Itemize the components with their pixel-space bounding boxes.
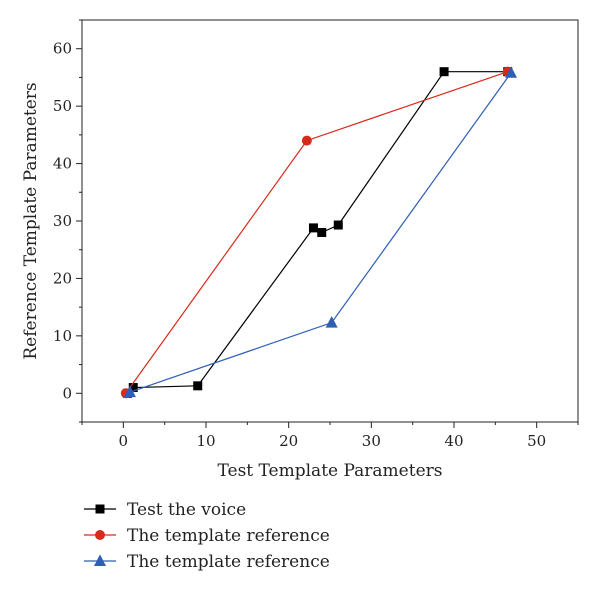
series-1-point <box>193 381 203 391</box>
legend-item-3: The template reference <box>84 552 330 572</box>
series-3-point <box>505 66 518 78</box>
series-1-point <box>317 227 327 237</box>
legend-swatch-marker <box>94 554 106 566</box>
series-1 <box>122 67 513 398</box>
plot-border <box>81 19 579 423</box>
series-2-point <box>301 135 312 146</box>
x-tick-label: 40 <box>444 432 463 450</box>
series-2 <box>120 66 513 399</box>
series-3-point <box>123 385 136 398</box>
series-1-point <box>128 383 138 393</box>
y-tick-label: 0 <box>62 384 72 402</box>
legend-swatch-marker <box>95 530 105 540</box>
legend-item-1: Test the voice <box>84 500 246 520</box>
x-axis-title: Test Template Parameters <box>218 461 443 481</box>
legend-swatch-marker <box>95 504 105 514</box>
x-tick-label: 20 <box>279 432 298 450</box>
x-tick-label: 10 <box>196 432 215 450</box>
series-1-point <box>308 223 318 233</box>
series-1-point <box>333 220 343 230</box>
legend-item-2: The template reference <box>84 526 330 546</box>
series-2-line <box>125 71 508 394</box>
y-tick-label: 50 <box>53 97 72 115</box>
legend: Test the voice The template reference The … <box>84 500 330 572</box>
y-axis-title: Reference Template Parameters <box>21 82 41 359</box>
x-tick-label: 0 <box>119 432 129 450</box>
series-1-point <box>439 67 449 77</box>
x-tick-label: 50 <box>527 432 546 450</box>
legend-label: The template reference <box>127 552 330 572</box>
series-3 <box>123 66 518 398</box>
x-axis: 0 10 20 30 40 50 <box>81 422 579 450</box>
legend-label: The template reference <box>127 526 330 546</box>
y-axis: 0 10 20 30 40 50 60 <box>53 19 82 423</box>
y-tick-label: 10 <box>53 327 72 345</box>
series-3-point <box>325 316 338 328</box>
y-tick-label: 40 <box>53 155 72 173</box>
x-tick-label: 30 <box>362 432 381 450</box>
plot-frame <box>81 19 579 423</box>
legend-label: Test the voice <box>127 500 246 520</box>
series-layer <box>120 66 518 399</box>
y-tick-label: 20 <box>53 269 72 287</box>
y-tick-label: 60 <box>53 40 72 58</box>
y-tick-label: 30 <box>53 212 72 230</box>
